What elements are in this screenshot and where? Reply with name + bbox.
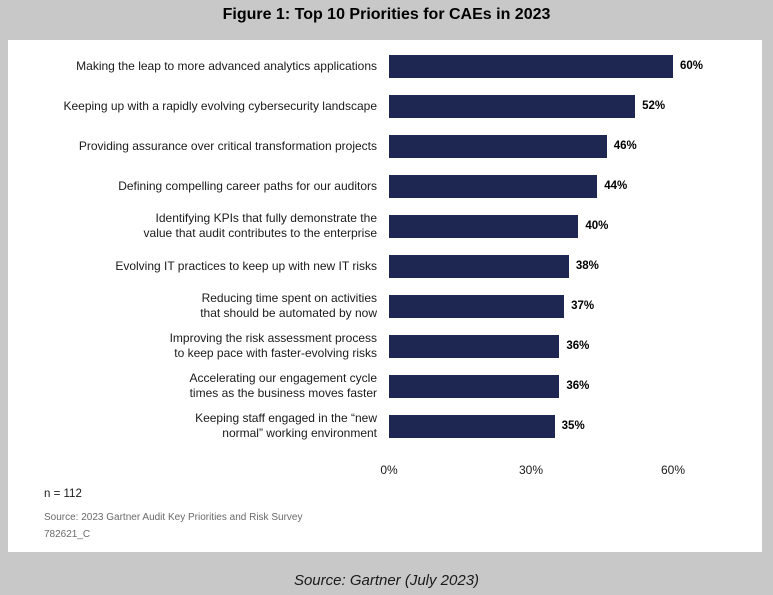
document-code: 782621_C [44,529,91,540]
category-label: Improving the risk assessment process to … [170,331,377,361]
category-label-line: Evolving IT practices to keep up with ne… [115,258,377,273]
chart-panel: n = 112 Source: 2023 Gartner Audit Key P… [8,40,762,552]
sample-size: n = 112 [44,488,82,500]
value-label: 37% [571,299,595,312]
value-label: 40% [585,219,609,232]
category-label: Keeping staff engaged in the “new normal”… [195,411,377,441]
category-label: Keeping up with a rapidly evolving cyber… [63,99,377,114]
bar [389,414,555,438]
bar [389,214,579,238]
category-label: Reducing time spent on activities that sh… [200,291,377,321]
bar [389,334,560,358]
category-label-line: to keep pace with faster-evolving risks [174,346,377,360]
value-label: 60% [680,59,704,72]
category-label-line: Making the leap to more advanced analyti… [76,58,377,73]
category-label: Identifying KPIs that fully demonstrate … [144,211,377,241]
value-label: 44% [604,179,628,192]
category-label: Making the leap to more advanced analyti… [76,59,377,74]
x-tick-label: 0% [380,463,398,477]
bar [389,134,607,158]
value-label: 35% [561,419,585,432]
category-label-line: that should be automated by now [200,306,377,320]
category-label-line: times as the business moves faster [189,386,377,400]
category-label-line: Improving the risk assessment process [169,331,377,345]
value-label: 36% [566,379,590,392]
category-label: Providing assurance over critical transf… [79,139,377,154]
source-note: Source: 2023 Gartner Audit Key Prioritie… [44,512,303,523]
category-label: Evolving IT practices to keep up with ne… [115,259,377,274]
category-label-line: Identifying KPIs that fully demonstrate … [155,211,377,225]
value-label: 36% [566,339,590,352]
category-label-line: normal” working environment [222,426,377,440]
category-label-line: value that audit contributes to the ente… [143,226,377,240]
x-tick-label: 60% [660,463,686,477]
bar [389,254,569,278]
category-label-line: Reducing time spent on activities [201,291,377,305]
x-tick-label: 30% [518,463,544,477]
category-label: Accelerating our engagement cycle times a… [190,371,377,401]
category-label-line: Keeping staff engaged in the “new [195,411,377,425]
value-label: 52% [642,99,666,112]
category-label-line: Providing assurance over critical transf… [78,138,377,153]
caption: Source: Gartner (July 2023) [293,572,480,589]
category-label-line: Accelerating our engagement cycle [189,371,377,385]
value-label: 38% [575,259,599,272]
category-label: Defining compelling career paths for our… [118,179,377,194]
bar [389,54,673,78]
value-label: 46% [613,139,637,152]
bar [389,94,636,118]
bar [389,174,598,198]
category-label-line: Defining compelling career paths for our… [118,178,377,193]
category-label-line: Keeping up with a rapidly evolving cyber… [63,98,377,113]
bar [389,294,565,318]
figure-title: Figure 1: Top 10 Priorities for CAEs in … [222,6,551,23]
bar [389,374,560,398]
